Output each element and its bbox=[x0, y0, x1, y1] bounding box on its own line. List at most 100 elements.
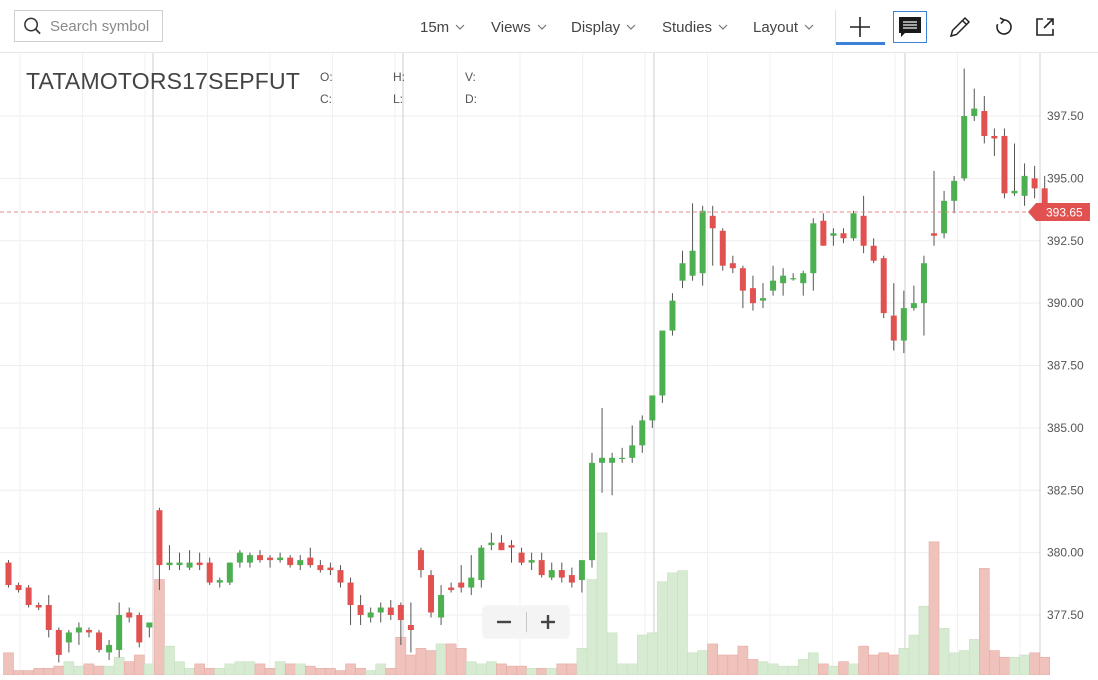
candle bbox=[568, 567, 575, 588]
candle-body bbox=[5, 562, 12, 586]
candle bbox=[287, 555, 294, 568]
studies-dropdown[interactable]: Studies bbox=[662, 14, 728, 40]
search-input[interactable] bbox=[48, 16, 162, 36]
price-chart[interactable]: 397.50 395.00 392.50 390.00 387.50 385.00 382.… bbox=[0, 53, 1098, 676]
volume-bar bbox=[948, 652, 960, 676]
candle-body bbox=[739, 268, 746, 291]
candle-body bbox=[699, 210, 706, 274]
candle-body bbox=[257, 555, 263, 561]
candle bbox=[397, 602, 404, 645]
candle-body bbox=[126, 612, 133, 618]
candle bbox=[347, 577, 354, 625]
chevron-down-icon bbox=[804, 24, 814, 30]
candle-body bbox=[337, 570, 344, 583]
candlestick-chart-svg[interactable]: 397.50 395.00 392.50 390.00 387.50 385.00 382.… bbox=[0, 53, 1098, 676]
zoom-in-button[interactable] bbox=[526, 606, 569, 638]
candle-body bbox=[931, 233, 938, 236]
candle-body bbox=[317, 565, 324, 571]
reset-button[interactable] bbox=[987, 10, 1021, 44]
volume-label: V: bbox=[465, 70, 476, 84]
candle bbox=[760, 283, 766, 309]
views-dropdown[interactable]: Views bbox=[491, 14, 547, 40]
candle bbox=[548, 562, 555, 581]
volume-bar bbox=[1039, 656, 1050, 676]
display-dropdown[interactable]: Display bbox=[571, 14, 636, 40]
high-label: H: bbox=[393, 70, 405, 84]
candle-body bbox=[800, 273, 807, 284]
volume-bar bbox=[868, 654, 879, 676]
candle bbox=[749, 275, 756, 311]
search-box[interactable] bbox=[14, 10, 163, 42]
candle-body bbox=[991, 135, 998, 139]
candle bbox=[629, 425, 636, 463]
candle-body bbox=[96, 632, 103, 650]
volume-bar bbox=[164, 645, 175, 676]
volume-bar bbox=[757, 661, 769, 676]
volume-bar bbox=[747, 659, 759, 676]
candle-body bbox=[1021, 175, 1028, 196]
y-tick-label: 392.50 bbox=[1047, 234, 1084, 248]
candle bbox=[880, 255, 887, 319]
display-label: Display bbox=[571, 18, 621, 36]
candle-body bbox=[468, 577, 475, 588]
candle bbox=[478, 545, 485, 588]
candle-body bbox=[709, 215, 716, 229]
candle bbox=[186, 550, 193, 571]
candle-body bbox=[377, 607, 384, 613]
pencil-icon bbox=[949, 16, 971, 38]
volume-bar bbox=[878, 652, 890, 676]
candle-body bbox=[599, 457, 606, 463]
candle bbox=[35, 602, 42, 611]
candle-body bbox=[770, 280, 777, 291]
candle bbox=[609, 452, 616, 496]
candle bbox=[689, 203, 696, 281]
candle bbox=[850, 210, 857, 241]
zoom-out-button[interactable] bbox=[483, 606, 526, 638]
comment-button[interactable] bbox=[893, 10, 927, 44]
volume-bar bbox=[858, 645, 869, 676]
candle-body bbox=[538, 560, 545, 576]
candle bbox=[588, 452, 595, 568]
candle bbox=[458, 565, 465, 593]
volume-bar bbox=[526, 668, 537, 676]
candle-body bbox=[840, 233, 847, 239]
volume-bar bbox=[777, 665, 789, 676]
candle-body bbox=[478, 547, 485, 581]
volume-bar bbox=[304, 665, 316, 676]
candle bbox=[297, 555, 304, 571]
candle-body bbox=[407, 624, 414, 630]
candle-body bbox=[760, 298, 766, 301]
candle-body bbox=[719, 230, 726, 266]
candle-body bbox=[267, 557, 274, 561]
candle-body bbox=[588, 462, 595, 561]
candle bbox=[709, 205, 716, 266]
popout-button[interactable] bbox=[1028, 10, 1062, 44]
volume-bar bbox=[103, 665, 115, 676]
layout-dropdown[interactable]: Layout bbox=[753, 14, 814, 40]
volume-bar bbox=[93, 665, 105, 676]
candle-body bbox=[558, 570, 565, 578]
volume-bar bbox=[968, 639, 980, 676]
candle bbox=[226, 562, 233, 586]
interval-dropdown[interactable]: 15m bbox=[420, 14, 465, 40]
candle bbox=[578, 560, 585, 593]
volume-bar bbox=[546, 668, 558, 676]
candle bbox=[518, 547, 525, 566]
volume-bar bbox=[908, 634, 920, 676]
volume-bar bbox=[325, 668, 336, 676]
candle bbox=[216, 577, 223, 588]
candle bbox=[55, 627, 62, 663]
volume-bar bbox=[455, 648, 467, 676]
last-price-tag bbox=[1028, 203, 1090, 222]
candle-body bbox=[860, 215, 867, 246]
crosshair-button[interactable] bbox=[843, 10, 877, 44]
chevron-down-icon bbox=[537, 24, 547, 30]
draw-button[interactable] bbox=[943, 10, 977, 44]
candle bbox=[528, 552, 535, 571]
candle bbox=[981, 96, 988, 144]
candle bbox=[176, 552, 183, 571]
candle-body bbox=[45, 605, 52, 630]
last-price-label: 393.65 bbox=[1046, 206, 1083, 220]
volume-bar bbox=[476, 663, 487, 676]
candle-body bbox=[15, 585, 22, 591]
